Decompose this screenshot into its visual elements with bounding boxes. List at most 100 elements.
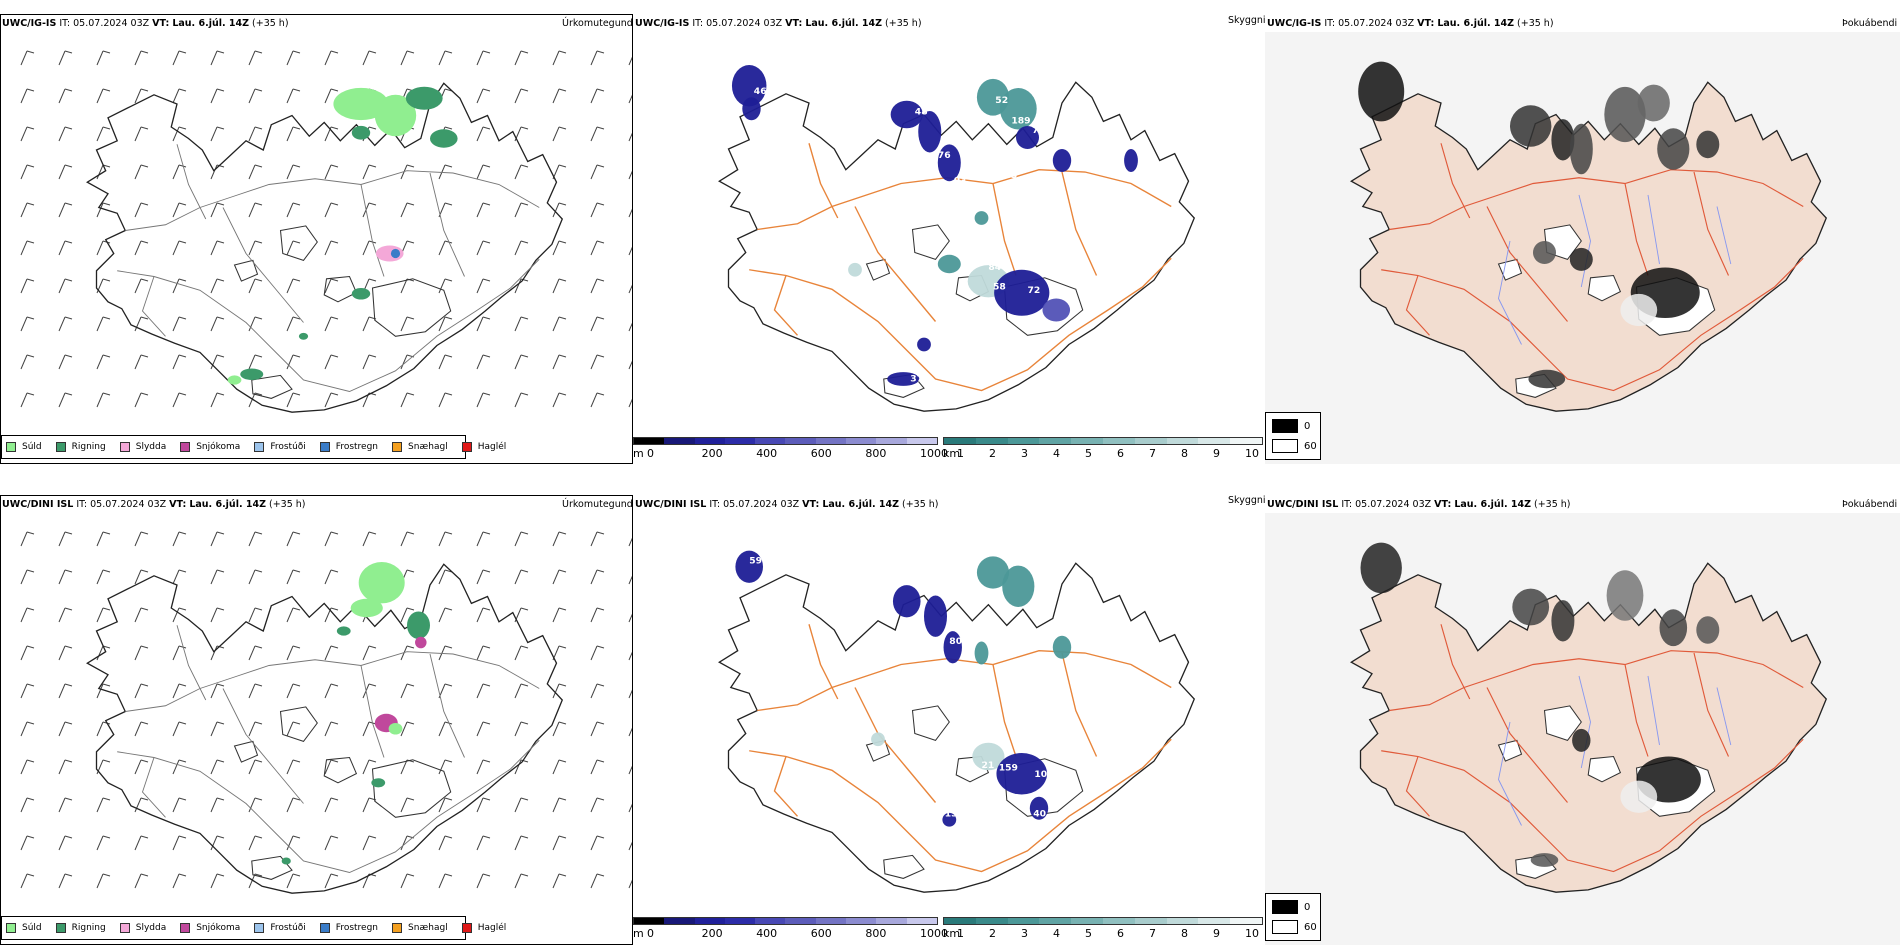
fog-panel-top (1265, 14, 1900, 464)
glacier-outline (251, 374, 293, 399)
legend-swatch (180, 442, 191, 452)
colorbar-tick: 6 (1117, 447, 1124, 460)
legend-swatch (254, 442, 265, 452)
precip-legend-item: Haglél (461, 442, 506, 452)
coastline (86, 563, 564, 894)
fog-legend-swatch (1272, 920, 1298, 934)
fog-legend-row: 60 (1272, 920, 1317, 934)
road (176, 144, 207, 220)
colorbar-tick: 0 (647, 447, 654, 460)
precip-legend-item: Frostúði (254, 923, 306, 933)
road (176, 625, 207, 701)
road (222, 207, 304, 323)
road (1624, 183, 1649, 276)
road (222, 688, 304, 804)
fog-legend-label: 60 (1304, 921, 1317, 933)
glacier-outline (1587, 274, 1622, 302)
precip-legend-item: Haglél (461, 923, 507, 933)
cloud-base-label: 151 (945, 808, 964, 819)
river (1647, 194, 1660, 265)
road (1405, 756, 1430, 817)
ceiling-colorbar-top: m 0 200 400 600 800 1000 (633, 437, 948, 467)
road (125, 170, 540, 231)
colorbar-tick: 8 (1181, 927, 1188, 940)
legend-label: Haglél (477, 923, 507, 933)
fog-legend-swatch (1272, 900, 1298, 914)
legend-label: Súld (22, 442, 42, 452)
legend-label: Snæhagl (408, 923, 448, 933)
colorbar-tick: 200 (701, 447, 723, 460)
legend-label: Súld (22, 923, 42, 933)
colorbar-tick: 7 (1149, 927, 1156, 940)
river (1498, 240, 1522, 345)
coastline (86, 82, 564, 413)
road (1389, 169, 1804, 231)
cloud-base-label: 80 (949, 636, 962, 647)
header-top-3: UWC/IG-IS IT: 05.07.2024 03Z VT: Lau. 6.… (1267, 18, 1554, 29)
glacier-outline (1543, 705, 1582, 742)
river (1647, 675, 1660, 746)
legend-swatch (319, 923, 330, 933)
precip-legend-item: Frostregn (319, 442, 378, 452)
visibility-map-bottom: 59 80 21 61 77 21 159 102 72 40 151 (718, 550, 1196, 893)
road (1061, 171, 1098, 276)
cloud-base-labels: 59 80 21 61 77 21 159 102 72 40 151 (749, 555, 1077, 819)
visibility-areas (735, 550, 1072, 827)
precip-title-top: Úrkomutegund (562, 18, 633, 29)
colorbar-tick: 400 (756, 927, 778, 940)
cloud-base-label: 189 (1011, 116, 1030, 127)
fog-panel-bottom (1265, 495, 1900, 945)
river (1716, 687, 1732, 746)
visibility-panel-top: 46 63 48 76 93 52 189 72 45 95 89 84 58 72 80 37 (633, 14, 1263, 464)
legend-label: Frostúði (270, 442, 306, 452)
legend-label: Snjókoma (196, 442, 241, 452)
legend-label: Snjókoma (196, 923, 241, 933)
glacier-outline (279, 706, 318, 743)
cloud-base-label: 84 (988, 262, 1001, 273)
legend-swatch (6, 923, 16, 933)
cloud-base-label: 93 (954, 176, 967, 187)
road (749, 738, 1172, 873)
colorbar-tick: 600 (810, 927, 832, 940)
legend-label: Slydda (135, 442, 167, 452)
precip-legend-item: Rigning (55, 442, 106, 452)
legend-label: Rigning (71, 442, 106, 452)
glacier-outline (371, 278, 452, 337)
fog-legend-label: 0 (1304, 901, 1311, 913)
colorbar-tick: 3 (1021, 447, 1028, 460)
colorbar-tick: 5 (1085, 927, 1092, 940)
precip-legend-item: Snjókoma (180, 442, 240, 452)
cloud-base-label: 21 (1005, 645, 1018, 656)
precip-legend-top: Súld Rigning Slydda Snjókoma Frostúði Frostre… (1, 435, 506, 459)
road (117, 739, 540, 873)
cloud-base-label: 37 (910, 373, 923, 384)
glacier-outline (883, 854, 925, 879)
road (854, 206, 937, 322)
header-bottom-2: UWC/DINI ISL IT: 05.07.2024 03Z VT: Lau.… (635, 499, 939, 510)
colorbar-tick: 800 (865, 927, 887, 940)
precip-areas (281, 562, 430, 865)
road (1693, 652, 1730, 757)
river (1498, 721, 1522, 826)
legend-swatch (392, 442, 403, 452)
road (854, 687, 937, 803)
fog-legend-label: 0 (1304, 420, 1311, 432)
glacier-outline (1587, 755, 1622, 783)
glacier-outline (865, 258, 891, 281)
fog-areas (1358, 61, 1720, 389)
cloud-base-label: 45 (1005, 170, 1018, 181)
precip-areas (227, 86, 458, 385)
road (808, 624, 839, 700)
legend-label: Snæhagl (408, 442, 448, 452)
legend-swatch (55, 923, 66, 933)
visibility-title-bottom: Skyggni (1228, 495, 1266, 506)
precip-legend-item: Frostúði (254, 442, 306, 452)
colorbar-tick: 2 (989, 927, 996, 940)
cloud-base-label: 59 (749, 555, 762, 566)
colorbar-tick: 800 (865, 447, 887, 460)
cloud-base-label: 72 (1028, 285, 1041, 296)
colorbar-unit: km (943, 447, 961, 460)
colorbar-unit: m (633, 447, 644, 460)
road (117, 258, 540, 392)
precip-panel-top: Súld Rigning Slydda Snjókoma Frostúði Frostre… (0, 14, 633, 464)
